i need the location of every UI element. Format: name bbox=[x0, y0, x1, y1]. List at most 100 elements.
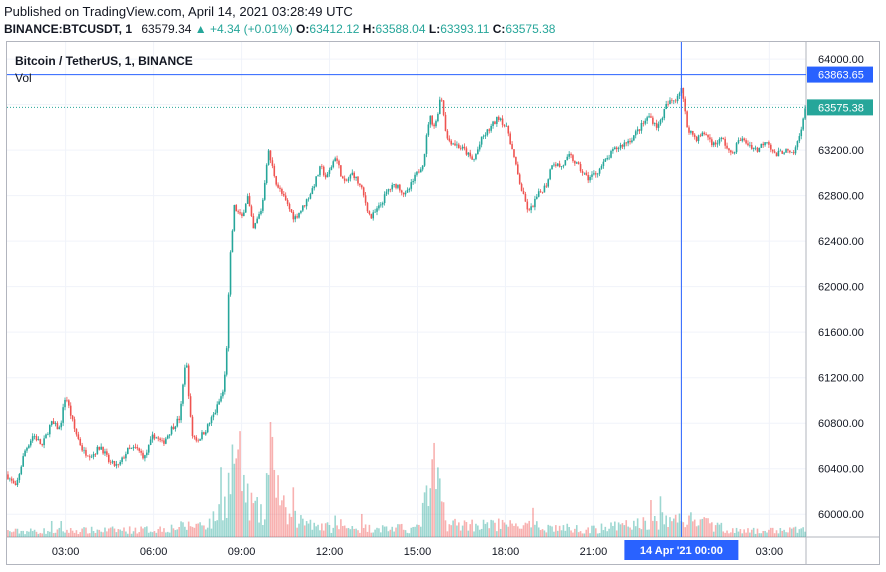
candle-body bbox=[296, 216, 298, 218]
candle-body bbox=[136, 447, 139, 449]
candle-body bbox=[387, 189, 390, 192]
candle-body bbox=[138, 448, 141, 451]
volume-bar bbox=[29, 528, 32, 537]
volume-bar bbox=[596, 533, 599, 537]
candle-body bbox=[385, 191, 388, 195]
volume-bar bbox=[269, 422, 272, 537]
candle-body bbox=[68, 400, 70, 406]
candle-body bbox=[391, 184, 394, 190]
candle-body bbox=[239, 212, 241, 214]
volume-bar bbox=[389, 529, 392, 537]
volume-bar bbox=[111, 526, 114, 537]
volume-bar bbox=[758, 533, 761, 537]
volume-bar bbox=[695, 526, 698, 537]
volume-bar bbox=[631, 529, 633, 537]
volume-bar bbox=[7, 530, 9, 537]
volume-bar bbox=[20, 530, 23, 537]
volume-bar bbox=[225, 517, 228, 537]
volume-bar bbox=[549, 525, 551, 537]
candle-body bbox=[370, 214, 373, 219]
volume-bar bbox=[313, 522, 316, 537]
volume-bar bbox=[360, 513, 363, 537]
candle-body bbox=[347, 178, 350, 181]
volume-bar bbox=[431, 459, 433, 537]
volume-bar bbox=[66, 529, 68, 537]
volume-bar bbox=[454, 518, 456, 537]
candle-body bbox=[144, 455, 146, 459]
volume-bar bbox=[147, 532, 150, 537]
volume-bar bbox=[39, 532, 42, 537]
volume-bar bbox=[69, 528, 72, 537]
candle-body bbox=[66, 399, 68, 401]
candle-body bbox=[41, 444, 43, 446]
candle-body bbox=[372, 212, 375, 219]
candle-body bbox=[486, 129, 489, 135]
candle-body bbox=[572, 155, 574, 161]
crosshair-price-label: 63863.65 bbox=[818, 70, 864, 82]
volume-bar bbox=[357, 530, 359, 537]
volume-bar bbox=[692, 521, 694, 537]
candle-body bbox=[743, 138, 745, 141]
volume-bar bbox=[351, 526, 354, 537]
candle-body bbox=[241, 213, 243, 216]
candle-body bbox=[674, 100, 677, 102]
volume-bar bbox=[560, 530, 563, 537]
candle-body bbox=[467, 152, 470, 155]
candle-body bbox=[433, 124, 435, 127]
volume-bar bbox=[684, 527, 686, 537]
candle-body bbox=[511, 144, 513, 150]
volume-bar bbox=[383, 526, 386, 537]
candle-body bbox=[671, 100, 673, 101]
candle-body bbox=[225, 348, 228, 375]
volume-bar bbox=[471, 519, 473, 537]
volume-bar bbox=[429, 488, 432, 537]
candle-body bbox=[440, 99, 443, 101]
volume-bar bbox=[277, 475, 279, 537]
volume-bar bbox=[400, 523, 403, 537]
candle-body bbox=[739, 140, 742, 141]
candle-body bbox=[448, 138, 451, 141]
volume-bar bbox=[391, 526, 394, 537]
volume-bar bbox=[311, 529, 314, 537]
candle-body bbox=[712, 142, 715, 146]
candle-body bbox=[731, 152, 734, 154]
volume-bar bbox=[513, 525, 515, 537]
candle-body bbox=[477, 149, 479, 155]
volume-bar bbox=[718, 524, 721, 537]
candle-body bbox=[109, 461, 112, 463]
candle-body bbox=[659, 120, 662, 125]
volume-bar bbox=[486, 522, 489, 537]
volume-bar bbox=[229, 494, 232, 537]
candle-body bbox=[203, 432, 205, 435]
volume-bar bbox=[444, 520, 447, 537]
volume-bar bbox=[467, 530, 470, 537]
candle-body bbox=[547, 179, 550, 187]
volume-bar bbox=[463, 520, 466, 537]
candle-body bbox=[558, 163, 561, 167]
volume-bar bbox=[115, 532, 118, 537]
candle-body bbox=[792, 152, 795, 154]
volume-bar bbox=[195, 523, 198, 537]
candle-body bbox=[206, 424, 209, 433]
candle-body bbox=[539, 191, 542, 192]
volume-bar bbox=[9, 531, 11, 537]
candle-body bbox=[24, 450, 26, 457]
volume-bar bbox=[193, 527, 196, 537]
candle-body bbox=[492, 121, 494, 126]
candle-body bbox=[579, 164, 582, 172]
candle-body bbox=[83, 449, 85, 451]
volume-bar bbox=[208, 518, 211, 537]
candle-body bbox=[10, 478, 13, 481]
time-tick-label: 06:00 bbox=[140, 546, 168, 558]
volume-bar bbox=[644, 520, 647, 537]
volume-bar bbox=[733, 532, 736, 537]
volume-bar bbox=[425, 485, 428, 537]
volume-bar bbox=[130, 533, 133, 537]
candle-body bbox=[672, 100, 675, 102]
candle-body bbox=[254, 223, 257, 229]
candle-body bbox=[526, 201, 529, 210]
candle-body bbox=[319, 166, 321, 176]
volume-bar bbox=[547, 524, 550, 537]
candle-body bbox=[444, 114, 447, 131]
